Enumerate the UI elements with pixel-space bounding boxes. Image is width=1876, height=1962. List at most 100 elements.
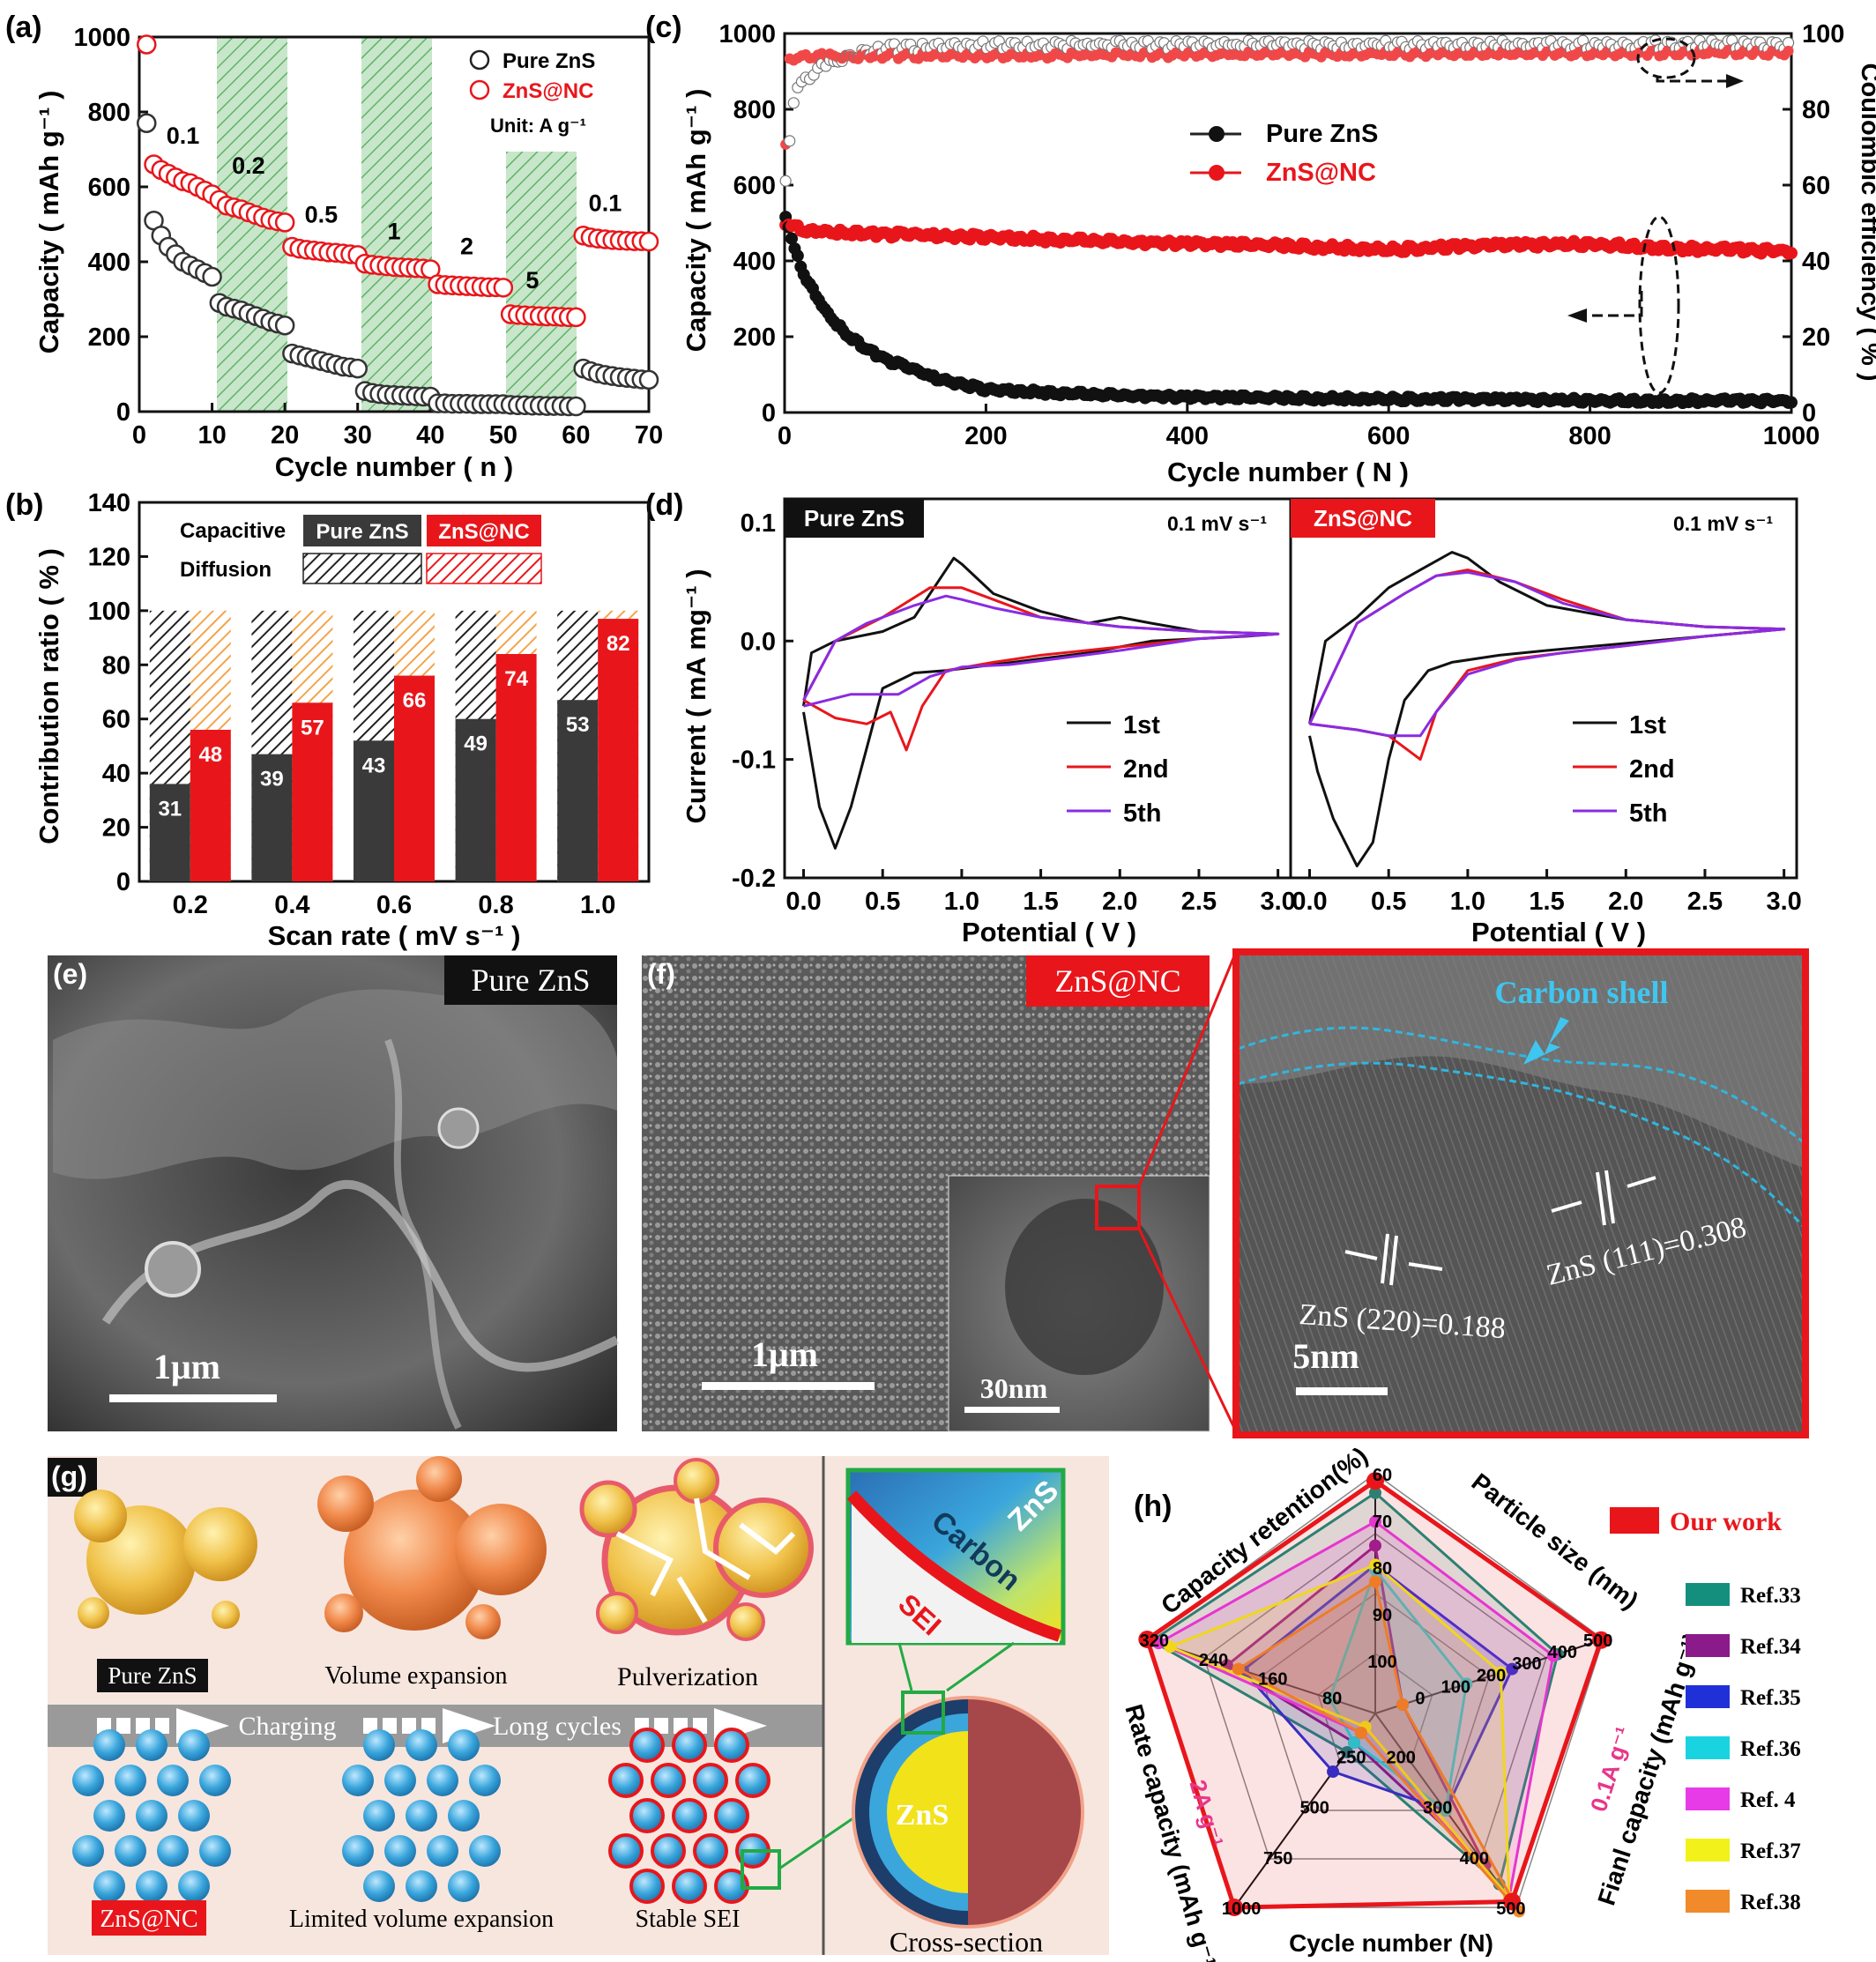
label-long-cycles: Long cycles — [493, 1712, 622, 1741]
expanded-particle-tiny-3 — [465, 1604, 501, 1639]
process-arrow-dash — [155, 1718, 169, 1734]
cluster-particle — [342, 1765, 374, 1796]
panel-c-ce-pure — [779, 175, 792, 187]
panel-c-xtick-label: 800 — [1568, 422, 1611, 450]
panel-c-ytick-right-label: 80 — [1802, 96, 1830, 124]
radar-point — [1546, 1649, 1560, 1662]
panel-d-legend-label: 2nd — [1629, 755, 1675, 784]
radar-legend-label: Ref.33 — [1740, 1584, 1801, 1608]
panel-e-label-box — [444, 955, 617, 1005]
panel-c-ce-nc — [1783, 45, 1794, 56]
panel-b-value-nc: 82 — [607, 632, 630, 656]
radar-point — [1396, 1698, 1410, 1711]
panel-a-rate-label: 2 — [460, 234, 473, 260]
panel-b-ytick-label: 40 — [102, 760, 130, 788]
panel-c-ytick-right-label: 0 — [1802, 399, 1816, 427]
cluster-particle — [651, 1763, 686, 1798]
panel-c-ytick-label: 0 — [762, 399, 776, 427]
radar-legend-label: Ref.37 — [1740, 1839, 1801, 1863]
panel-b-xtick-label: 0.8 — [478, 891, 513, 919]
panel-g-letter: (g) — [51, 1460, 87, 1492]
panel-a-point-pure — [566, 396, 586, 417]
cluster-particle — [72, 1835, 104, 1867]
cluster-particle — [363, 1729, 395, 1761]
panel-d-xtick-label: 3.0 — [1260, 888, 1295, 916]
panel-a-xtick-label: 10 — [197, 421, 226, 450]
radar-tick-label: 80 — [1373, 1559, 1392, 1579]
radar-tick-label: 100 — [1367, 1653, 1396, 1672]
label-volume-expansion: Volume expansion — [324, 1662, 507, 1690]
radar-tick-label: 200 — [1477, 1666, 1506, 1685]
panel-b-value-pure: 49 — [464, 732, 488, 756]
panel-b-bar-nc — [598, 619, 639, 881]
zoom-box-sphere — [901, 1691, 945, 1735]
panel-a-ytick-label: 0 — [116, 398, 130, 427]
panel-e-letter: (e) — [53, 958, 87, 990]
cluster-particle — [651, 1833, 686, 1869]
panel-d-legend-label: 1st — [1629, 711, 1666, 739]
radar-point — [1369, 1486, 1381, 1499]
radar-tick-label: 90 — [1373, 1606, 1392, 1625]
label-nc: ZnS@NC — [100, 1906, 197, 1933]
panel-a-point-pure — [137, 113, 157, 133]
label-nc-box — [92, 1900, 206, 1936]
panel-c-arrowhead-left — [1567, 308, 1587, 323]
cluster-particle — [629, 1798, 665, 1833]
panel-c-frame — [783, 32, 1793, 414]
panel-c-ylabel: Capacity ( mAh g⁻¹ ) — [681, 89, 711, 353]
pure-zns-particle-small-2 — [74, 1490, 127, 1542]
panel-d-title-box-1 — [785, 499, 924, 538]
cluster-particle — [136, 1870, 168, 1902]
cross-section-right-half — [968, 1699, 1081, 1925]
panel-d-curve-5th — [802, 594, 1280, 708]
panel-a-ytick-label: 600 — [88, 174, 130, 202]
radar-tick-label: 60 — [1373, 1466, 1392, 1485]
zoom-inset-sei — [852, 1498, 1060, 1643]
radar-point — [1164, 1640, 1177, 1654]
radar-legend-our: Our work — [1670, 1507, 1782, 1536]
panel-b-ytick-label: 60 — [102, 706, 130, 734]
cluster-particle — [735, 1763, 770, 1798]
radar-point — [1323, 1692, 1336, 1706]
panel-a-ytick-label: 1000 — [73, 24, 130, 52]
panel-a-rate-label: 0.1 — [167, 123, 200, 149]
panel-label-d: (d) — [645, 488, 683, 522]
radar-point — [1369, 1539, 1381, 1552]
panel-a-frame — [138, 35, 651, 413]
cluster-particle — [693, 1763, 728, 1798]
panel-a-point-pure — [202, 266, 222, 287]
cluster-particle — [363, 1870, 395, 1902]
panel-b-bar-nc — [394, 675, 435, 881]
panel-c-ellipse-cap — [1638, 215, 1680, 395]
radar-series-ourwork — [1144, 1478, 1604, 1910]
radar-legend-swatch — [1686, 1890, 1730, 1913]
panel-b-bar-pure — [354, 740, 394, 881]
radar-axis — [1374, 1638, 1604, 1714]
panel-a-point-pure — [347, 358, 368, 379]
panel-c-legend-marker-nc — [1209, 165, 1225, 181]
expanded-particle — [344, 1490, 485, 1631]
panel-b-bar-nc — [495, 654, 537, 881]
process-arrow-dash — [116, 1718, 130, 1734]
panel-a-stripe-5 — [506, 152, 577, 412]
radar-point — [1369, 1558, 1381, 1572]
radar-tick-label: 300 — [1512, 1654, 1541, 1674]
cluster-particle — [469, 1835, 501, 1867]
cluster-particle — [157, 1835, 189, 1867]
radar-point — [1138, 1630, 1157, 1648]
panel-g-letter-box — [48, 1458, 97, 1497]
panel-a-xtick-label: 0 — [132, 421, 146, 450]
panel-d-xtick-label: 1.5 — [1529, 888, 1564, 916]
panel-b-value-pure: 53 — [566, 713, 590, 737]
cluster-particle — [178, 1800, 210, 1832]
panel-g-schematic: (g) Pure ZnS Volume expansion Pulverizat… — [48, 1456, 1109, 1958]
radar-tick-label: 80 — [1322, 1690, 1342, 1709]
pulverized-particle — [579, 1458, 814, 1641]
radar-tick-label: 240 — [1199, 1651, 1228, 1670]
panel-a-legend-marker-pure — [469, 49, 490, 71]
panel-h-letter: (h) — [1134, 1490, 1172, 1523]
cluster-particle — [672, 1728, 707, 1763]
radar-legend-swatch — [1686, 1634, 1730, 1657]
radar-tick-label: 1000 — [1222, 1899, 1262, 1919]
expanded-particle-tiny — [416, 1456, 462, 1502]
